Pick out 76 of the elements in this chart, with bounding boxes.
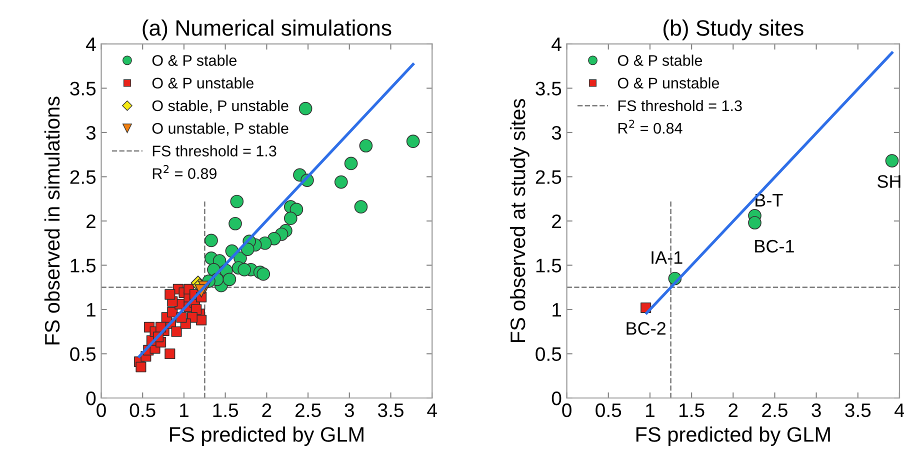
- y-tick-label: 3: [552, 126, 562, 140]
- x-axis-title: FS predicted by GLM: [636, 426, 830, 446]
- x-tick-label: 3.5: [378, 403, 404, 418]
- point: [136, 362, 146, 372]
- x-tick-label: 0.5: [596, 403, 622, 418]
- point: [359, 139, 373, 152]
- point: [238, 262, 252, 276]
- y-tick-label: 0.5: [70, 347, 96, 361]
- annotation: BC-1: [755, 240, 794, 253]
- y-tick-label: 0.5: [536, 347, 562, 361]
- point: [885, 154, 899, 168]
- x-tick-label: 2: [728, 403, 738, 417]
- chart-title: (a) Numerical simulations: [142, 20, 392, 40]
- point: [240, 242, 254, 256]
- y-tick-label: 4: [552, 38, 562, 52]
- x-tick-label: 1.5: [680, 404, 704, 418]
- point: [284, 212, 298, 225]
- x-tick-label: 1: [646, 404, 654, 417]
- x-tick-label: 2.5: [762, 403, 788, 418]
- x-axis-title: FS predicted by GLM: [170, 426, 364, 446]
- y-tick-label: 0: [86, 391, 96, 406]
- point: [228, 216, 242, 230]
- point: [748, 216, 762, 230]
- chart-title: (b) Study sites: [664, 20, 804, 40]
- point: [298, 102, 312, 116]
- point: [406, 134, 420, 148]
- y-tick-label: 1: [552, 303, 561, 317]
- y-tick-label: 3.5: [70, 82, 96, 96]
- x-tick-label: 2: [262, 403, 272, 417]
- x-tick-label: 0.5: [130, 403, 156, 418]
- point: [222, 272, 236, 286]
- annotation: IA-1: [652, 251, 682, 264]
- point: [204, 234, 218, 248]
- y-tick-label: 3.5: [536, 82, 562, 96]
- x-tick-label: 0: [562, 403, 572, 418]
- point: [230, 194, 244, 208]
- legend-label: O & P unstable: [618, 77, 720, 89]
- annotation: R$^{2}$ = 0.84: [618, 120, 682, 134]
- annotation: BC-2: [626, 322, 666, 335]
- x-tick-label: 3: [344, 403, 354, 418]
- x-tick-label: 2.5: [296, 403, 321, 418]
- legend-label: O & P unstable: [152, 77, 254, 89]
- y-tick-label: 0: [552, 391, 562, 406]
- annotation: SH: [877, 175, 900, 188]
- annotation: R$^{2}$ = 0.89: [152, 165, 216, 179]
- y-tick-label: 2: [86, 214, 96, 228]
- x-tick-label: 1: [180, 404, 188, 417]
- point: [164, 348, 176, 360]
- x-tick-label: 0: [96, 403, 106, 418]
- legend-label: O & P stable: [152, 54, 236, 66]
- y-tick-label: 1.5: [70, 258, 96, 272]
- legend-label: FS threshold = 1.3: [152, 145, 276, 156]
- point: [171, 326, 182, 337]
- x-tick-label: 4: [427, 404, 437, 417]
- point: [334, 175, 348, 189]
- x-tick-label: 4: [894, 404, 904, 417]
- x-tick-label: 1.5: [213, 404, 238, 418]
- x-tick-label: 3: [812, 403, 821, 418]
- legend-label: O unstable, P stable: [152, 122, 288, 136]
- y-axis-title: FS observed at study sites: [510, 98, 530, 342]
- legend-label: FS threshold = 1.3: [618, 100, 742, 112]
- y-tick-label: 2: [552, 214, 561, 228]
- y-tick-label: 4: [86, 38, 96, 52]
- point: [164, 289, 176, 300]
- point: [354, 200, 368, 214]
- y-tick-label: 1: [87, 303, 96, 317]
- y-tick-label: 2.5: [70, 170, 96, 184]
- y-tick-label: 3: [86, 126, 96, 140]
- point: [344, 156, 358, 170]
- y-axis-title: FS observed in simulations: [44, 96, 60, 344]
- y-tick-label: 2.5: [536, 170, 562, 184]
- legend-label: O stable, P unstable: [152, 100, 288, 113]
- point: [256, 267, 270, 281]
- y-tick-label: 1.5: [536, 258, 562, 272]
- legend-label: O & P stable: [618, 54, 702, 66]
- x-tick-label: 3.5: [845, 403, 871, 418]
